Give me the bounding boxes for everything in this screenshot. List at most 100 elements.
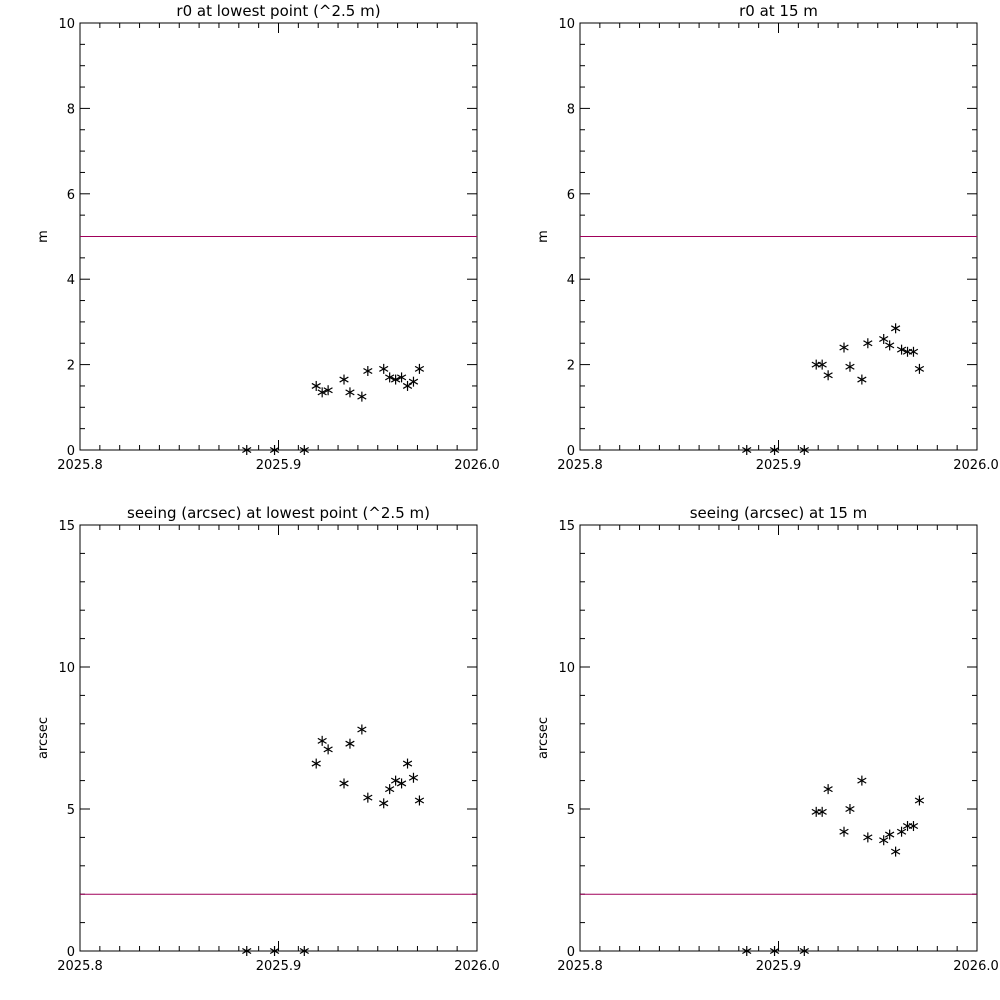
x-tick-label: 2025.8 — [57, 458, 103, 473]
data-point-asterisk — [402, 758, 413, 769]
chart-panel-3: 2025.8 2025.9 2026.0 0 5 10 15 seeing (arcsec) … — [36, 504, 500, 974]
data-point-asterisk — [885, 340, 895, 351]
data-point-asterisk — [379, 798, 389, 809]
data-point-asterisk — [414, 795, 425, 806]
data-point-asterisk — [742, 445, 752, 455]
data-point-asterisk — [817, 806, 827, 817]
data-point-asterisk — [863, 338, 873, 349]
y-axis-label: m — [536, 230, 551, 243]
y-tick-label: 10 — [558, 17, 575, 32]
data-point-asterisk — [396, 372, 407, 383]
chart-panel-1: 2025.8 2025.9 2026.0 0 2 4 6 8 10 r0 at lowest po… — [36, 2, 500, 473]
data-point-asterisk — [385, 372, 395, 383]
x-tick-label: 2026.0 — [454, 959, 500, 974]
y-tick-label: 8 — [567, 102, 575, 117]
data-point-asterisk — [339, 778, 349, 789]
data-point-asterisk — [857, 374, 867, 385]
data-point-asterisk — [914, 795, 925, 806]
x-tick-label: 2025.9 — [256, 458, 302, 473]
y-tick-label: 15 — [558, 519, 575, 534]
chart-title: r0 at lowest point (^2.5 m) — [176, 2, 380, 20]
data-point-asterisk — [323, 385, 333, 396]
data-point-asterisk — [823, 370, 833, 381]
data-point-asterisk — [896, 826, 907, 837]
data-point-asterisk — [363, 366, 373, 377]
data-point-asterisk — [414, 363, 425, 374]
data-point-asterisk — [799, 445, 809, 455]
y-tick-label: 6 — [67, 188, 75, 203]
data-point-asterisk — [817, 359, 827, 370]
data-point-asterisk — [885, 829, 895, 840]
data-point-asterisk — [799, 946, 809, 956]
data-point-asterisk — [299, 946, 309, 956]
chart-panel-4: 2025.8 2025.9 2026.0 0 5 10 15 seeing (arcsec) … — [536, 504, 999, 974]
data-point-asterisk — [269, 946, 280, 956]
y-tick-label: 0 — [67, 945, 75, 960]
data-point-asterisk — [408, 376, 419, 387]
x-tick-label: 2025.9 — [756, 458, 802, 473]
x-tick-label: 2026.0 — [953, 458, 999, 473]
data-point-asterisk — [863, 832, 873, 843]
y-tick-label: 0 — [567, 444, 575, 459]
chart-panel-2: 2025.8 2025.9 2026.0 0 2 4 6 8 10 r0 at 15 m m — [536, 2, 999, 473]
y-axis-label: arcsec — [536, 717, 551, 759]
y-tick-label: 4 — [567, 273, 575, 288]
data-point-asterisk — [299, 445, 309, 455]
data-point-asterisk — [357, 724, 367, 735]
data-point-asterisk — [839, 342, 849, 353]
data-point-asterisk — [317, 387, 327, 398]
data-point-asterisk — [769, 445, 780, 455]
x-tick-label: 2025.8 — [557, 458, 603, 473]
data-point-asterisk — [914, 363, 925, 374]
y-tick-label: 6 — [567, 188, 575, 203]
data-point-asterisk — [385, 784, 395, 795]
data-point-asterisk — [896, 344, 907, 355]
data-point-asterisk — [396, 778, 407, 789]
data-point-asterisk — [269, 445, 280, 455]
y-tick-label: 2 — [567, 359, 575, 374]
data-point-asterisk — [408, 772, 419, 783]
data-point-asterisk — [769, 946, 780, 956]
x-tick-label: 2025.8 — [557, 959, 603, 974]
data-point-asterisk — [323, 744, 333, 755]
data-point-asterisk — [839, 826, 849, 837]
chart-title: seeing (arcsec) at 15 m — [690, 504, 868, 522]
data-point-asterisk — [742, 946, 752, 956]
data-point-asterisk — [879, 333, 889, 344]
y-tick-label: 5 — [567, 803, 575, 818]
plot-frame — [579, 524, 978, 952]
data-point-asterisk — [890, 846, 901, 857]
data-point-asterisk — [379, 363, 389, 374]
data-point-asterisk — [879, 835, 889, 846]
chart-title: r0 at 15 m — [739, 2, 818, 20]
data-point-asterisk — [402, 380, 413, 391]
x-tick-label: 2025.8 — [57, 959, 103, 974]
data-point-asterisk — [311, 380, 321, 391]
y-tick-label: 0 — [67, 444, 75, 459]
y-tick-label: 10 — [558, 661, 575, 676]
x-tick-label: 2026.0 — [454, 458, 500, 473]
data-point-asterisk — [357, 391, 367, 402]
data-point-asterisk — [823, 784, 833, 795]
data-point-asterisk — [390, 775, 401, 786]
plot-frame — [79, 524, 478, 952]
y-axis-label: arcsec — [36, 717, 51, 759]
data-point-asterisk — [339, 374, 349, 385]
data-point-asterisk — [908, 821, 919, 832]
y-tick-label: 2 — [67, 359, 75, 374]
data-point-asterisk — [311, 758, 321, 769]
data-point-asterisk — [811, 806, 821, 817]
x-tick-label: 2025.9 — [256, 959, 302, 974]
chart-title: seeing (arcsec) at lowest point (^2.5 m) — [127, 504, 430, 522]
data-point-asterisk — [242, 946, 252, 956]
y-tick-label: 10 — [58, 661, 75, 676]
data-point-asterisk — [345, 738, 355, 749]
data-point-asterisk — [317, 735, 327, 746]
x-tick-label: 2025.9 — [756, 959, 802, 974]
data-point-asterisk — [845, 361, 855, 372]
data-point-asterisk — [908, 346, 919, 357]
data-point-asterisk — [845, 804, 855, 814]
data-point-asterisk — [345, 387, 355, 398]
data-point-asterisk — [363, 792, 373, 803]
